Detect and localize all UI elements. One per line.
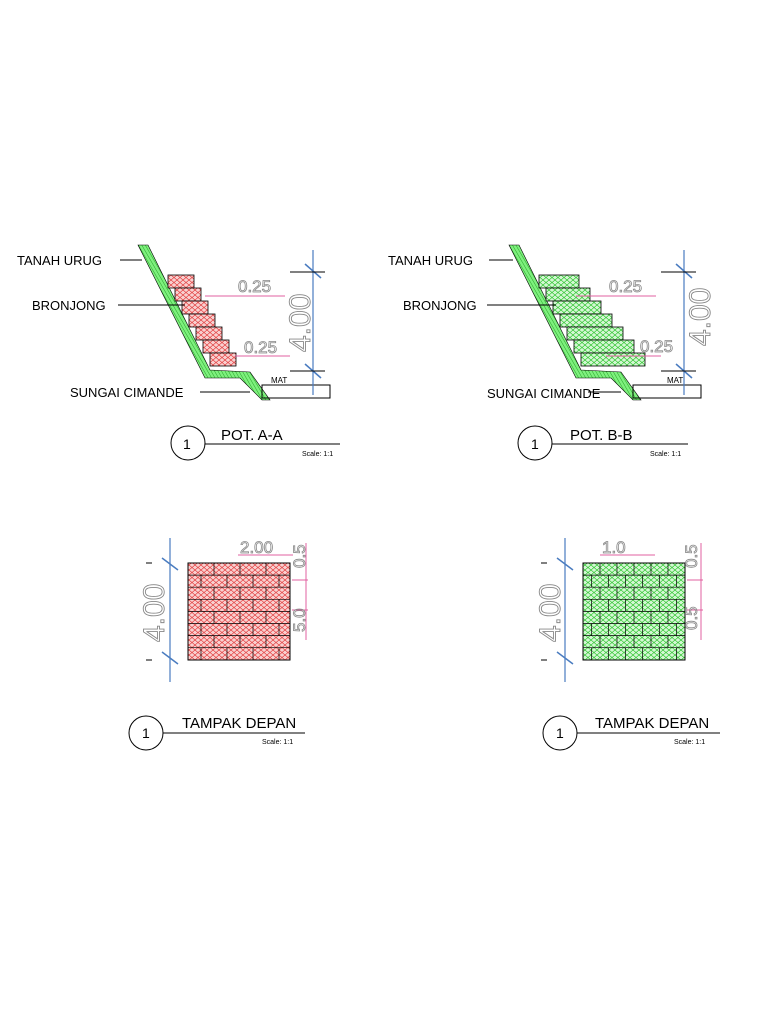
caption-title: POT. B-B: [570, 427, 633, 444]
caption-number: 1: [183, 436, 191, 452]
gabion: [538, 274, 580, 289]
caption-title: POT. A-A: [221, 427, 283, 444]
line: [675, 263, 693, 279]
gabion: [181, 300, 209, 315]
dimension: MAT: [271, 376, 287, 385]
caption-number: 1: [531, 436, 539, 452]
dimension: 0.5: [290, 544, 309, 568]
dimension: 0.25: [609, 277, 642, 296]
caption-circle: [170, 425, 206, 461]
label: BRONJONG: [403, 298, 477, 313]
label: TANAH URUG: [388, 253, 473, 268]
ground: [261, 384, 331, 399]
caption-scale: Scale: 1:1: [674, 739, 705, 746]
gabion: [209, 352, 237, 367]
dimension: 0.5: [682, 606, 701, 630]
dimension: 2.00: [240, 538, 273, 557]
caption-scale: Scale: 1:1: [302, 451, 333, 458]
gabion: [167, 274, 195, 289]
label: SUNGAI CIMANDE: [70, 385, 184, 400]
caption-title: TAMPAK DEPAN: [182, 715, 296, 732]
gabion: [174, 287, 202, 302]
caption-number: 1: [556, 725, 564, 741]
caption-circle: [517, 425, 553, 461]
dimension: 4.00: [284, 294, 317, 352]
ground: [632, 384, 702, 399]
gabion: [559, 313, 613, 328]
caption-number: 1: [142, 725, 150, 741]
dimension: 0.25: [238, 277, 271, 296]
caption-scale: Scale: 1:1: [650, 451, 681, 458]
dimension: 0.25: [640, 337, 673, 356]
caption-scale: Scale: 1:1: [262, 739, 293, 746]
dimension: 1.0: [602, 538, 626, 557]
line: [161, 651, 179, 665]
dimension: 4.00: [684, 288, 717, 346]
dimension: 4.00: [534, 584, 567, 642]
caption-title: TAMPAK DEPAN: [595, 715, 709, 732]
dimension: 4.00: [138, 584, 171, 642]
gabion: [566, 326, 624, 341]
gabion: [580, 352, 646, 367]
line: [304, 263, 322, 279]
linework: [118, 244, 720, 751]
label: TANAH URUG: [17, 253, 102, 268]
dimension: 0.25: [244, 338, 277, 357]
label: SUNGAI CIMANDE: [487, 386, 601, 401]
line: [161, 557, 179, 571]
gabion: [202, 339, 230, 354]
gabion: [573, 339, 635, 354]
label: BRONJONG: [32, 298, 106, 313]
line: [556, 557, 574, 571]
gabion: [545, 287, 591, 302]
dimension: 5.0: [290, 608, 309, 632]
gabion: [195, 326, 223, 341]
line: [556, 651, 574, 665]
gabion: [188, 313, 216, 328]
dimension: 0.5: [682, 544, 701, 568]
gabion: [552, 300, 602, 315]
dimension: MAT: [667, 376, 683, 385]
